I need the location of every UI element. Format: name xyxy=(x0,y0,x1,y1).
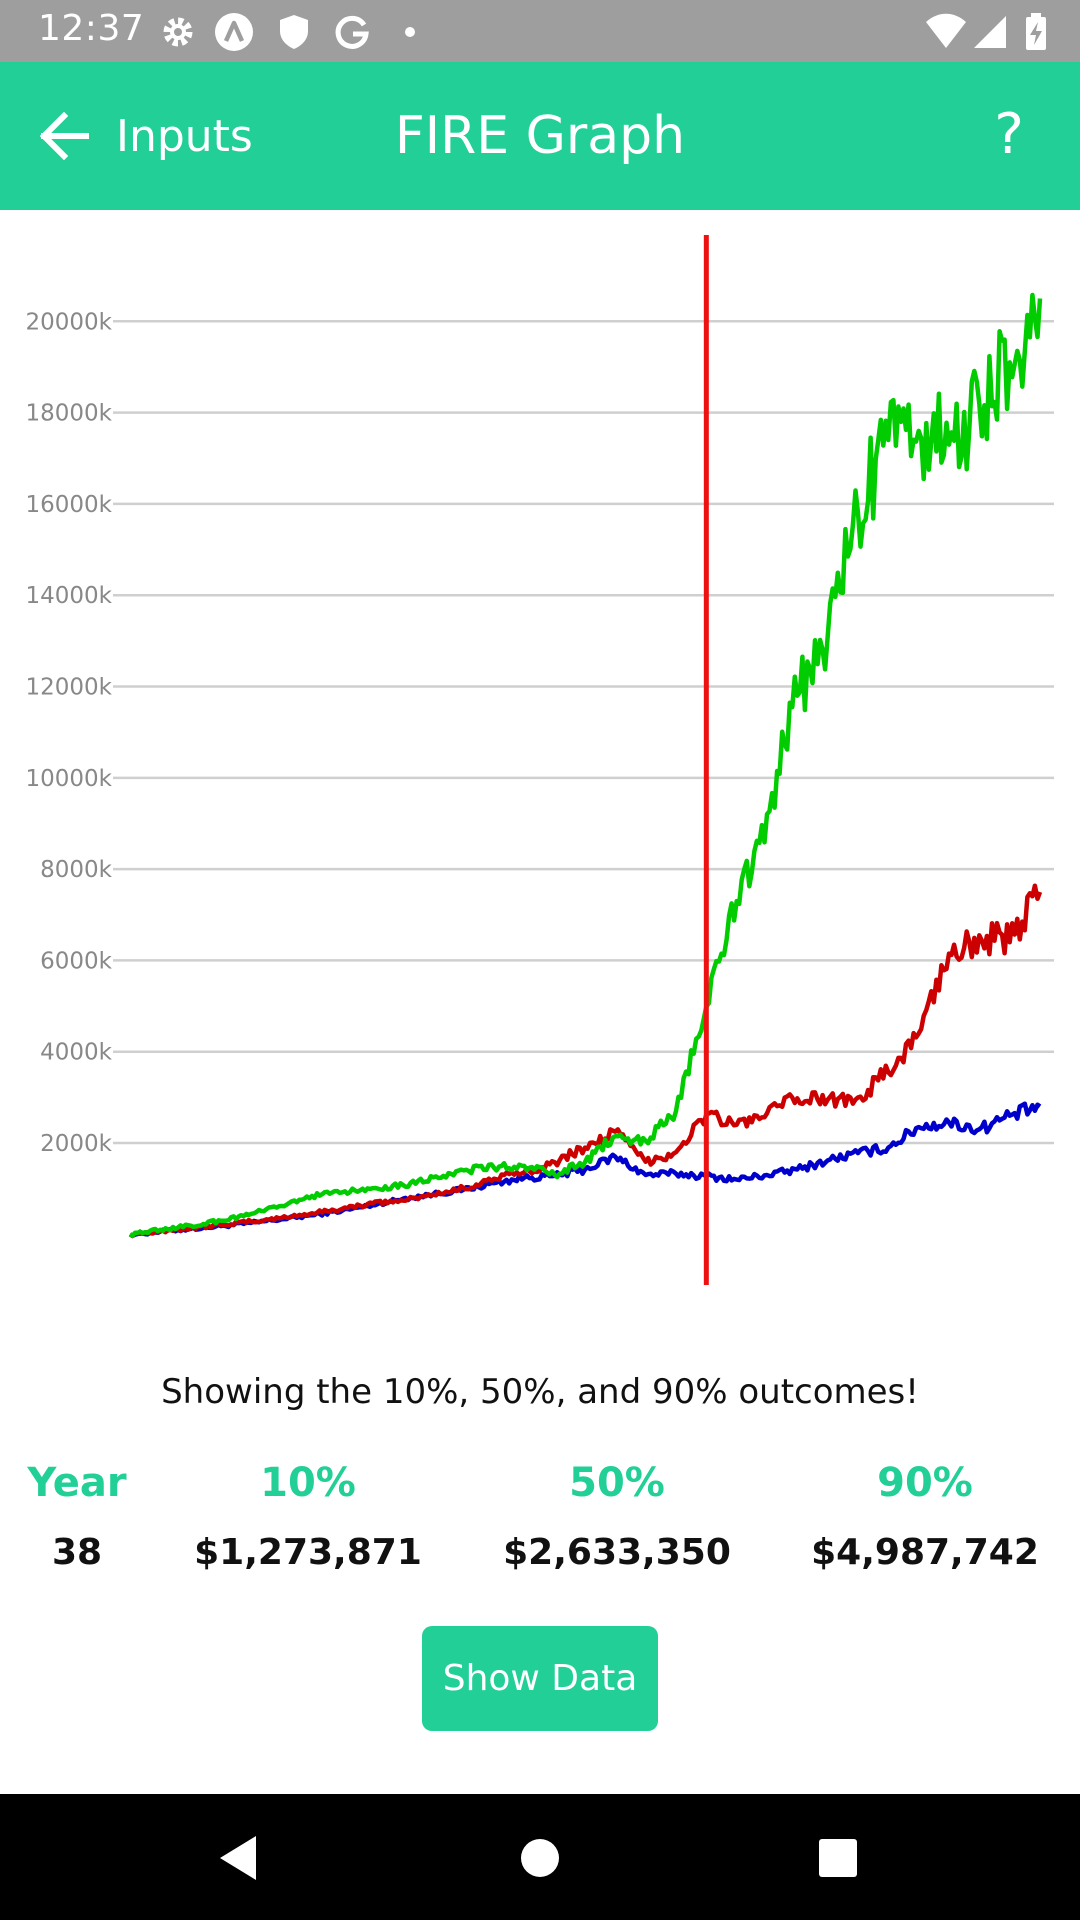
p90-header: 90% xyxy=(877,1460,973,1506)
recents-square-icon[interactable] xyxy=(812,1832,864,1884)
y-tick-label: 12000k xyxy=(26,675,113,701)
back-button[interactable]: Inputs xyxy=(36,98,253,174)
y-tick-label: 16000k xyxy=(26,492,113,518)
p10-column: 10% $1,273,871 xyxy=(178,1460,438,1573)
app-bar: Inputs FIRE Graph ? xyxy=(0,62,1080,210)
p50-header: 50% xyxy=(569,1460,665,1506)
show-data-button[interactable]: Show Data xyxy=(422,1626,658,1731)
back-button-label: Inputs xyxy=(116,110,253,162)
battery-charging-icon xyxy=(1026,13,1046,50)
home-circle-icon[interactable] xyxy=(514,1832,566,1884)
help-button[interactable]: ? xyxy=(994,102,1024,167)
a-circle-icon xyxy=(215,13,253,51)
year-header: Year xyxy=(27,1460,127,1506)
google-icon xyxy=(335,15,369,49)
p10-value: $1,273,871 xyxy=(194,1532,422,1573)
signal-icon xyxy=(974,16,1006,48)
y-tick-label: 18000k xyxy=(26,401,113,427)
chart-series xyxy=(128,292,1043,1239)
year-value: 38 xyxy=(51,1532,103,1573)
fire-projection-chart: 2000k 4000k 6000k 8000k 10000k 12000k 14000k 16… xyxy=(26,235,1054,1285)
series-line-50-percent xyxy=(128,883,1043,1239)
y-tick-label: 6000k xyxy=(40,948,113,974)
p90-column: 90% $4,987,742 xyxy=(795,1460,1055,1573)
dot-icon xyxy=(405,27,415,37)
back-triangle-icon[interactable] xyxy=(214,1832,266,1884)
gear-icon xyxy=(163,17,193,47)
outcomes-caption: Showing the 10%, 50%, and 90% outcomes! xyxy=(161,1372,919,1412)
series-line-90-percent xyxy=(128,292,1043,1238)
p50-value: $2,633,350 xyxy=(503,1532,731,1573)
status-time: 12:37 xyxy=(38,8,145,49)
y-tick-label: 10000k xyxy=(26,766,113,792)
p90-value: $4,987,742 xyxy=(811,1532,1039,1573)
status-bar: 12:37 xyxy=(0,0,1080,62)
arrow-left-icon xyxy=(39,111,89,161)
y-tick-label: 20000k xyxy=(26,309,113,335)
p50-column: 50% $2,633,350 xyxy=(487,1460,747,1573)
y-tick-label: 8000k xyxy=(40,857,113,883)
shield-icon xyxy=(280,15,308,49)
navigation-bar xyxy=(0,1794,1080,1920)
year-column: Year 38 xyxy=(0,1460,207,1573)
page-title: FIRE Graph xyxy=(394,106,686,166)
series-line-10-percent xyxy=(128,1101,1042,1239)
wifi-icon xyxy=(926,13,966,48)
y-axis-ticks: 2000k 4000k 6000k 8000k 10000k 12000k 14000k 16… xyxy=(26,309,113,1157)
y-tick-label: 2000k xyxy=(40,1131,113,1157)
y-tick-label: 14000k xyxy=(26,583,113,609)
p10-header: 10% xyxy=(260,1460,356,1506)
y-tick-label: 4000k xyxy=(40,1040,113,1066)
